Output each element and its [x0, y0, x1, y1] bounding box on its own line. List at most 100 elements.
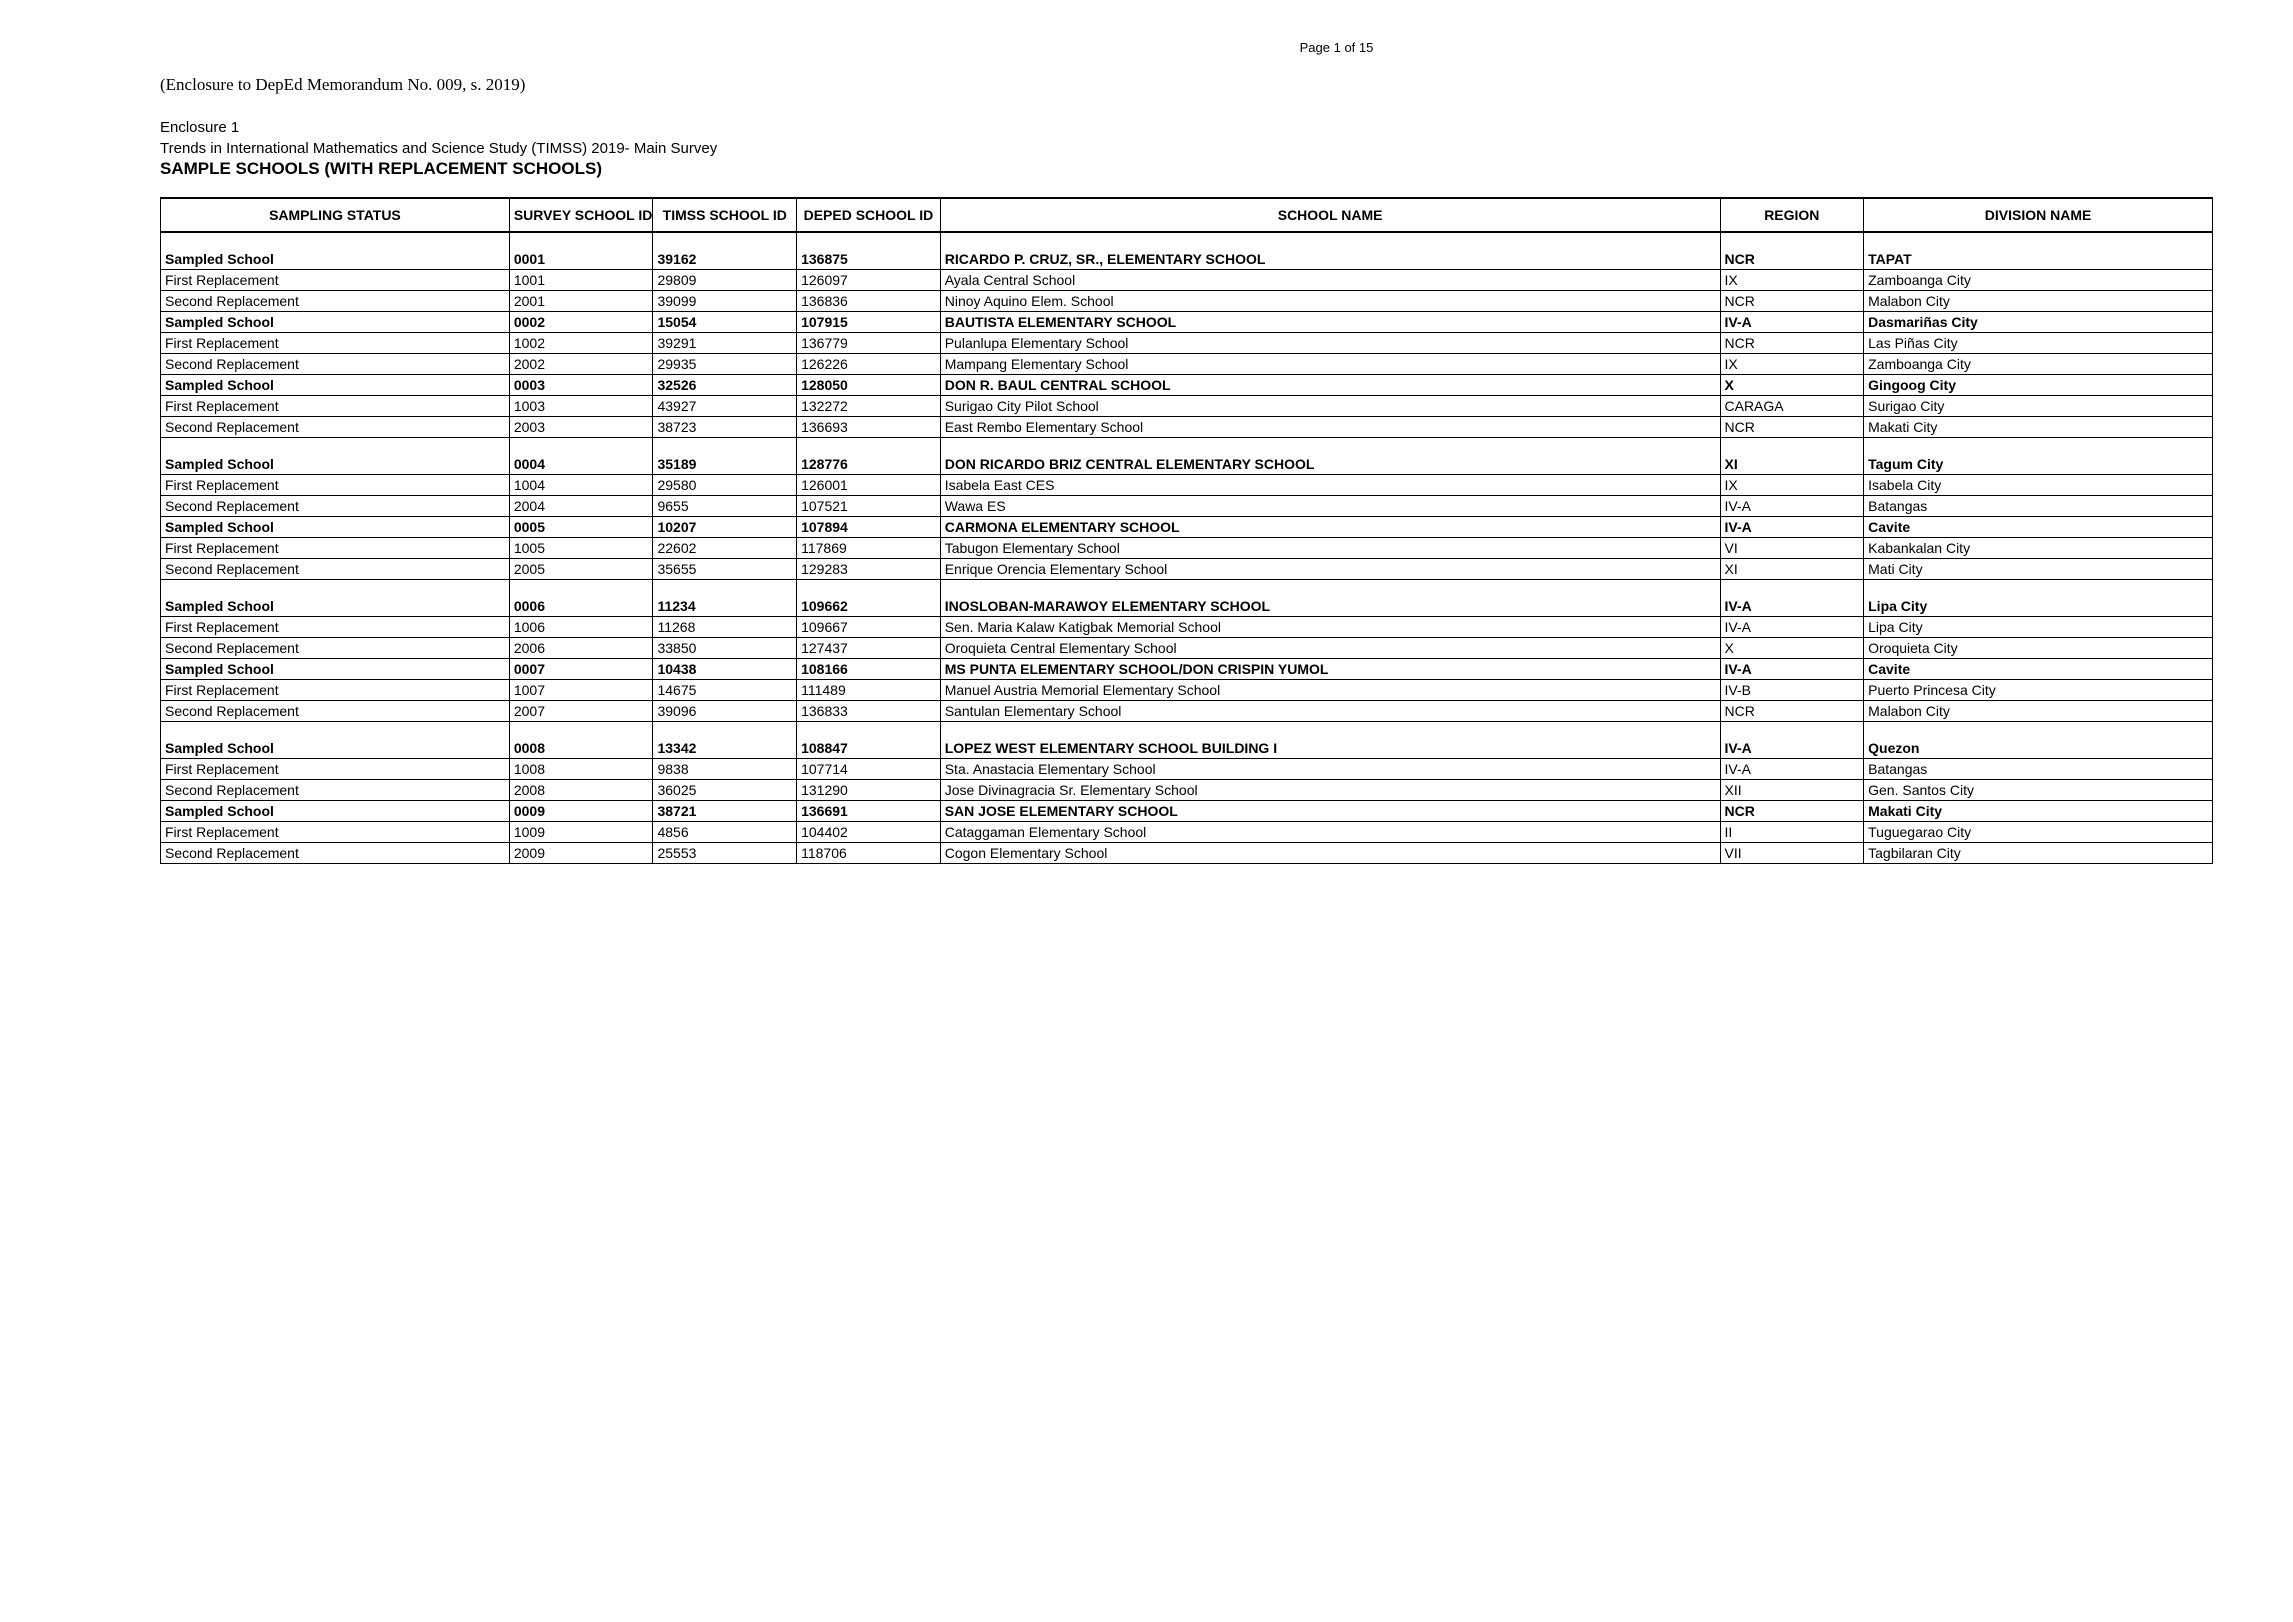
cell-status: Second Replacement	[161, 638, 510, 659]
cell-region: IV-A	[1720, 617, 1864, 638]
cell-survey: 2009	[509, 843, 653, 864]
cell-deped: 118706	[797, 843, 941, 864]
cell-timss: 22602	[653, 538, 797, 559]
table-row: First Replacement100611268109667Sen. Mar…	[161, 617, 2213, 638]
table-row: Second Replacement200139099136836Ninoy A…	[161, 291, 2213, 312]
cell-timss: 15054	[653, 312, 797, 333]
cell-status: Second Replacement	[161, 843, 510, 864]
cell-timss: 11234	[653, 580, 797, 617]
col-header-timss: TIMSS SCHOOL ID	[653, 198, 797, 232]
cell-survey: 2008	[509, 780, 653, 801]
table-row: Sampled School000938721136691SAN JOSE EL…	[161, 801, 2213, 822]
cell-region: CARAGA	[1720, 396, 1864, 417]
cell-status: First Replacement	[161, 617, 510, 638]
cell-region: VI	[1720, 538, 1864, 559]
cell-name: Santulan Elementary School	[940, 701, 1720, 722]
cell-region: NCR	[1720, 801, 1864, 822]
cell-survey: 1005	[509, 538, 653, 559]
cell-survey: 1003	[509, 396, 653, 417]
cell-timss: 35189	[653, 438, 797, 475]
cell-deped: 126001	[797, 475, 941, 496]
cell-division: Las Piñas City	[1864, 333, 2213, 354]
cell-timss: 14675	[653, 680, 797, 701]
cell-timss: 29935	[653, 354, 797, 375]
cell-timss: 29580	[653, 475, 797, 496]
cell-deped: 136833	[797, 701, 941, 722]
table-row: Sampled School000813342108847LOPEZ WEST …	[161, 722, 2213, 759]
cell-region: NCR	[1720, 232, 1864, 270]
cell-survey: 2003	[509, 417, 653, 438]
cell-division: Oroquieta City	[1864, 638, 2213, 659]
cell-region: IV-A	[1720, 759, 1864, 780]
col-header-name: SCHOOL NAME	[940, 198, 1720, 232]
col-header-division: DIVISION NAME	[1864, 198, 2213, 232]
cell-region: IV-B	[1720, 680, 1864, 701]
cell-deped: 126097	[797, 270, 941, 291]
cell-deped: 107521	[797, 496, 941, 517]
cell-survey: 1008	[509, 759, 653, 780]
cell-timss: 39162	[653, 232, 797, 270]
main-title: SAMPLE SCHOOLS (WITH REPLACEMENT SCHOOLS…	[160, 159, 2213, 179]
cell-deped: 129283	[797, 559, 941, 580]
cell-name: Sen. Maria Kalaw Katigbak Memorial Schoo…	[940, 617, 1720, 638]
cell-division: Isabela City	[1864, 475, 2213, 496]
cell-survey: 2007	[509, 701, 653, 722]
cell-timss: 43927	[653, 396, 797, 417]
cell-name: Tabugon Elementary School	[940, 538, 1720, 559]
cell-survey: 0005	[509, 517, 653, 538]
cell-name: LOPEZ WEST ELEMENTARY SCHOOL BUILDING I	[940, 722, 1720, 759]
table-row: First Replacement10094856104402Cataggama…	[161, 822, 2213, 843]
cell-survey: 0002	[509, 312, 653, 333]
cell-name: Surigao City Pilot School	[940, 396, 1720, 417]
cell-survey: 0001	[509, 232, 653, 270]
cell-name: Mampang Elementary School	[940, 354, 1720, 375]
cell-deped: 107714	[797, 759, 941, 780]
cell-name: Oroquieta Central Elementary School	[940, 638, 1720, 659]
table-row: Sampled School000332526128050DON R. BAUL…	[161, 375, 2213, 396]
cell-timss: 38721	[653, 801, 797, 822]
cell-timss: 39099	[653, 291, 797, 312]
cell-survey: 0006	[509, 580, 653, 617]
cell-timss: 33850	[653, 638, 797, 659]
cell-timss: 10207	[653, 517, 797, 538]
cell-deped: 136875	[797, 232, 941, 270]
col-header-region: REGION	[1720, 198, 1864, 232]
cell-region: XII	[1720, 780, 1864, 801]
cell-status: Sampled School	[161, 438, 510, 475]
schools-table: SAMPLING STATUS SURVEY SCHOOL ID TIMSS S…	[160, 197, 2213, 864]
cell-status: Second Replacement	[161, 701, 510, 722]
cell-status: Sampled School	[161, 517, 510, 538]
table-row: First Replacement100343927132272Surigao …	[161, 396, 2213, 417]
cell-timss: 25553	[653, 843, 797, 864]
cell-name: Manuel Austria Memorial Elementary Schoo…	[940, 680, 1720, 701]
cell-region: X	[1720, 638, 1864, 659]
cell-status: Second Replacement	[161, 780, 510, 801]
cell-deped: 109667	[797, 617, 941, 638]
cell-region: IV-A	[1720, 496, 1864, 517]
cell-survey: 0008	[509, 722, 653, 759]
cell-region: NCR	[1720, 291, 1864, 312]
cell-division: Tuguegarao City	[1864, 822, 2213, 843]
cell-status: Sampled School	[161, 312, 510, 333]
table-row: Sampled School000611234109662INOSLOBAN-M…	[161, 580, 2213, 617]
cell-timss: 9838	[653, 759, 797, 780]
cell-region: IX	[1720, 270, 1864, 291]
cell-region: NCR	[1720, 417, 1864, 438]
cell-deped: 132272	[797, 396, 941, 417]
cell-status: First Replacement	[161, 333, 510, 354]
cell-deped: 108166	[797, 659, 941, 680]
cell-division: Kabankalan City	[1864, 538, 2213, 559]
cell-survey: 1004	[509, 475, 653, 496]
table-row: Sampled School000435189128776DON RICARDO…	[161, 438, 2213, 475]
enclosure-reference: (Enclosure to DepEd Memorandum No. 009, …	[160, 75, 2213, 95]
cell-division: Gingoog City	[1864, 375, 2213, 396]
cell-division: Surigao City	[1864, 396, 2213, 417]
cell-deped: 117869	[797, 538, 941, 559]
enclosure-label: Enclosure 1	[160, 119, 2213, 136]
table-row: Sampled School000215054107915BAUTISTA EL…	[161, 312, 2213, 333]
cell-survey: 0004	[509, 438, 653, 475]
cell-survey: 2004	[509, 496, 653, 517]
cell-timss: 9655	[653, 496, 797, 517]
cell-name: SAN JOSE ELEMENTARY SCHOOL	[940, 801, 1720, 822]
cell-name: DON RICARDO BRIZ CENTRAL ELEMENTARY SCHO…	[940, 438, 1720, 475]
